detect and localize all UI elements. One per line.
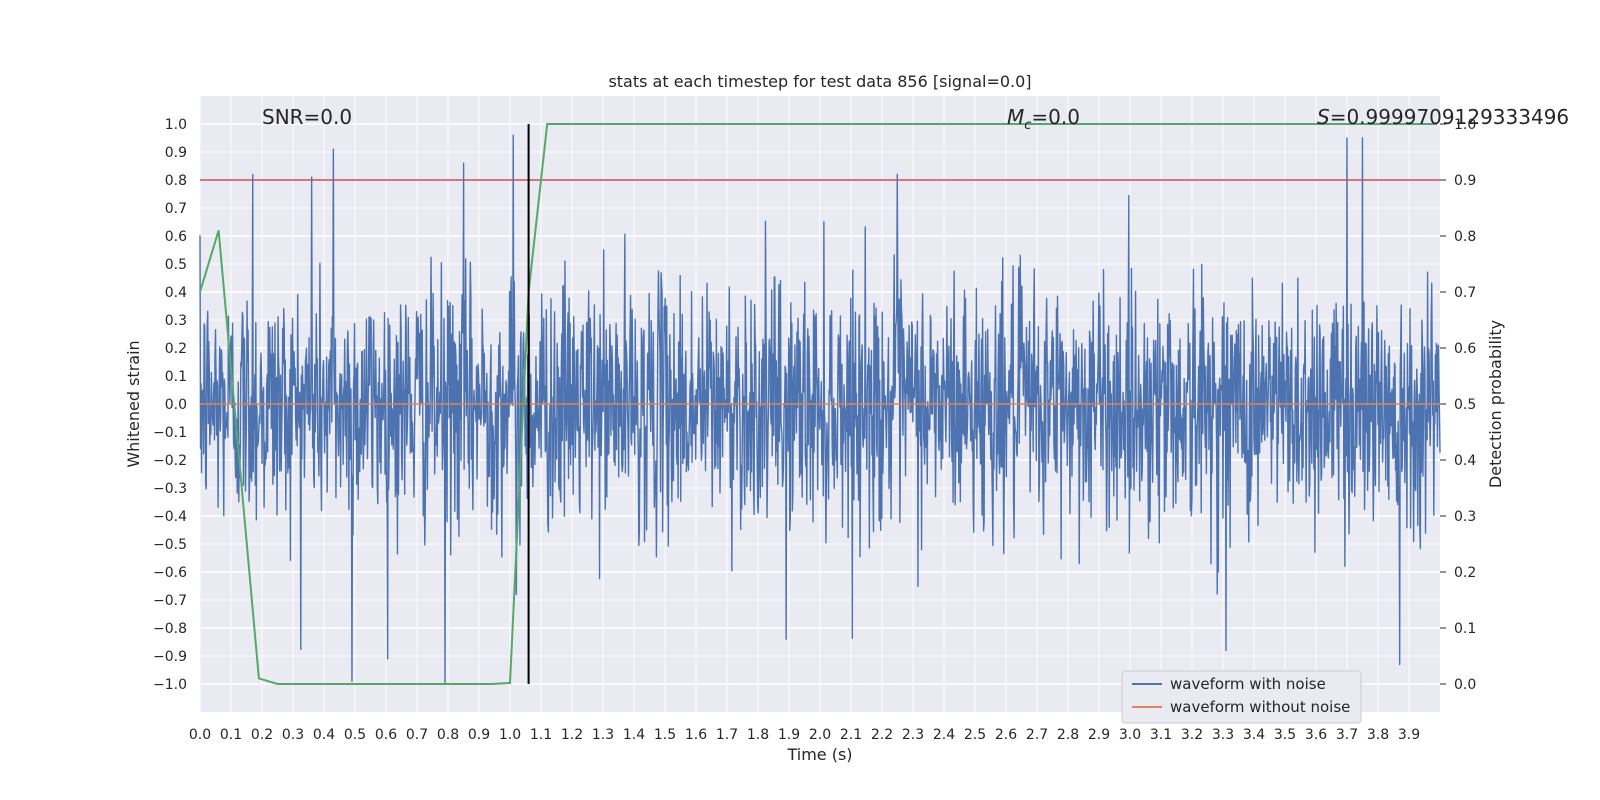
x-tick-label: 3.4 xyxy=(1243,727,1265,743)
y-tick-label: 1.0 xyxy=(165,117,187,133)
x-tick-label: 3.1 xyxy=(1150,727,1172,743)
x-tick-label: 0.3 xyxy=(282,727,304,743)
x-tick-label: 1.7 xyxy=(716,727,738,743)
y-tick-label: −0.3 xyxy=(153,481,187,497)
chirp-mass-subscript: c xyxy=(1024,118,1031,133)
y-tick-label: −0.2 xyxy=(153,453,187,469)
y-tick-label: 0.6 xyxy=(165,229,187,245)
x-tick-label: 2.1 xyxy=(840,727,862,743)
y-tick-label: −0.6 xyxy=(153,565,187,581)
y-ticks: 1.0 0.9 0.8 0.7 0.6 0.5 0.4 0.3 0.2 0.1 0.0 −0.1 −0.… xyxy=(153,117,187,693)
noise-waveform-line xyxy=(199,134,1441,685)
x-tick-label: 3.3 xyxy=(1212,727,1234,743)
y2-axis-label: Detection probability xyxy=(1486,320,1505,488)
x-tick-label: 2.4 xyxy=(933,727,955,743)
legend-clean-label: waveform without noise xyxy=(1170,698,1350,716)
legend-noise-label: waveform with noise xyxy=(1170,675,1326,693)
x-tick-label: 0.6 xyxy=(375,727,397,743)
y2-tick-label: 0.1 xyxy=(1454,621,1476,637)
x-tick-label: 2.6 xyxy=(995,727,1017,743)
noise-waveform xyxy=(199,134,1441,685)
y-tick-label: 0.3 xyxy=(165,313,187,329)
x-tick-label: 0.7 xyxy=(406,727,428,743)
y2-tick-label: 0.7 xyxy=(1454,285,1476,301)
score-annotation: S=0.9999709129333496 xyxy=(1317,105,1569,129)
x-tick-label: 0.2 xyxy=(251,727,273,743)
y2-tick-label: 0.6 xyxy=(1454,341,1476,357)
y-tick-label: −0.5 xyxy=(153,537,187,553)
y-tick-label: −1.0 xyxy=(153,677,187,693)
x-tick-label: 1.6 xyxy=(685,727,707,743)
x-tick-label: 3.8 xyxy=(1367,727,1389,743)
x-tick-label: 3.9 xyxy=(1398,727,1420,743)
legend-box xyxy=(1121,670,1362,724)
y-tick-label: −0.4 xyxy=(153,509,187,525)
chart-title: stats at each timestep for test data 856… xyxy=(608,72,1031,91)
y-tick-label: 0.7 xyxy=(165,201,187,217)
x-axis-label: Time (s) xyxy=(786,745,852,764)
x-tick-label: 3.7 xyxy=(1336,727,1358,743)
x-tick-label: 3.0 xyxy=(1119,727,1141,743)
detection-probability-line xyxy=(199,123,1437,685)
snr-annotation: SNR=0.0 xyxy=(262,105,352,129)
y-tick-label: 0.2 xyxy=(165,341,187,357)
y-tick-label: 0.4 xyxy=(165,285,187,301)
x-tick-label: 1.5 xyxy=(654,727,676,743)
chirp-mass-value: =0.0 xyxy=(1031,105,1080,129)
chirp-mass-symbol: M xyxy=(1007,105,1024,129)
x-tick-label: 3.2 xyxy=(1181,727,1203,743)
x-tick-label: 1.0 xyxy=(499,727,521,743)
x-tick-label: 0.5 xyxy=(344,727,366,743)
x-tick-label: 1.9 xyxy=(778,727,800,743)
y-tick-label: 0.9 xyxy=(165,145,187,161)
x-tick-label: 2.5 xyxy=(964,727,986,743)
score-value: =0.9999709129333496 xyxy=(1330,105,1569,129)
x-tick-label: 1.3 xyxy=(592,727,614,743)
overlays xyxy=(199,123,1440,685)
x-tick-label: 2.9 xyxy=(1088,727,1110,743)
x-tick-label: 0.1 xyxy=(220,727,242,743)
y2-tick-label: 0.0 xyxy=(1454,677,1476,693)
y2-tick-label: 0.3 xyxy=(1454,509,1476,525)
x-tick-label: 1.4 xyxy=(623,727,645,743)
x-tick-label: 0.0 xyxy=(189,727,211,743)
y2-tick-label: 0.8 xyxy=(1454,229,1476,245)
x-tick-label: 1.1 xyxy=(530,727,552,743)
x-tick-label: 3.6 xyxy=(1305,727,1327,743)
y2-tick-label: 1.0 xyxy=(1454,117,1476,133)
y2-ticks: 1.0 0.9 0.8 0.7 0.6 0.5 0.4 0.3 0.2 0.1 0.0 xyxy=(1440,117,1476,693)
x-tick-label: 2.7 xyxy=(1026,727,1048,743)
x-tick-label: 3.5 xyxy=(1274,727,1296,743)
x-tick-label: 0.4 xyxy=(313,727,335,743)
y2-tick-label: 0.4 xyxy=(1454,453,1476,469)
y-tick-label: 0.0 xyxy=(165,397,187,413)
legend: waveform with noise waveform without noi… xyxy=(1121,670,1362,724)
y-tick-label: −0.9 xyxy=(153,649,187,665)
y-tick-label: 0.5 xyxy=(165,257,187,273)
y-tick-label: 0.8 xyxy=(165,173,187,189)
chirp-mass-annotation: Mc=0.0 xyxy=(1007,105,1080,133)
y2-tick-label: 0.2 xyxy=(1454,565,1476,581)
y-tick-label: −0.1 xyxy=(153,425,187,441)
x-tick-label: 0.8 xyxy=(437,727,459,743)
x-ticks: 0.0 0.1 0.2 0.3 0.4 0.5 0.6 0.7 0.8 0.9 1.0 1.1 1.2 1… xyxy=(189,727,1420,743)
x-tick-label: 2.3 xyxy=(902,727,924,743)
x-tick-label: 2.0 xyxy=(809,727,831,743)
x-tick-label: 2.8 xyxy=(1057,727,1079,743)
x-tick-label: 1.2 xyxy=(561,727,583,743)
x-tick-label: 2.2 xyxy=(871,727,893,743)
score-symbol: S xyxy=(1317,105,1330,129)
y-tick-label: −0.7 xyxy=(153,593,187,609)
y-tick-label: −0.8 xyxy=(153,621,187,637)
y-tick-label: 0.1 xyxy=(165,369,187,385)
y2-tick-label: 0.9 xyxy=(1454,173,1476,189)
x-tick-label: 1.8 xyxy=(747,727,769,743)
y2-tick-label: 0.5 xyxy=(1454,397,1476,413)
y-axis-label: Whitened strain xyxy=(124,340,143,467)
x-tick-label: 0.9 xyxy=(468,727,490,743)
